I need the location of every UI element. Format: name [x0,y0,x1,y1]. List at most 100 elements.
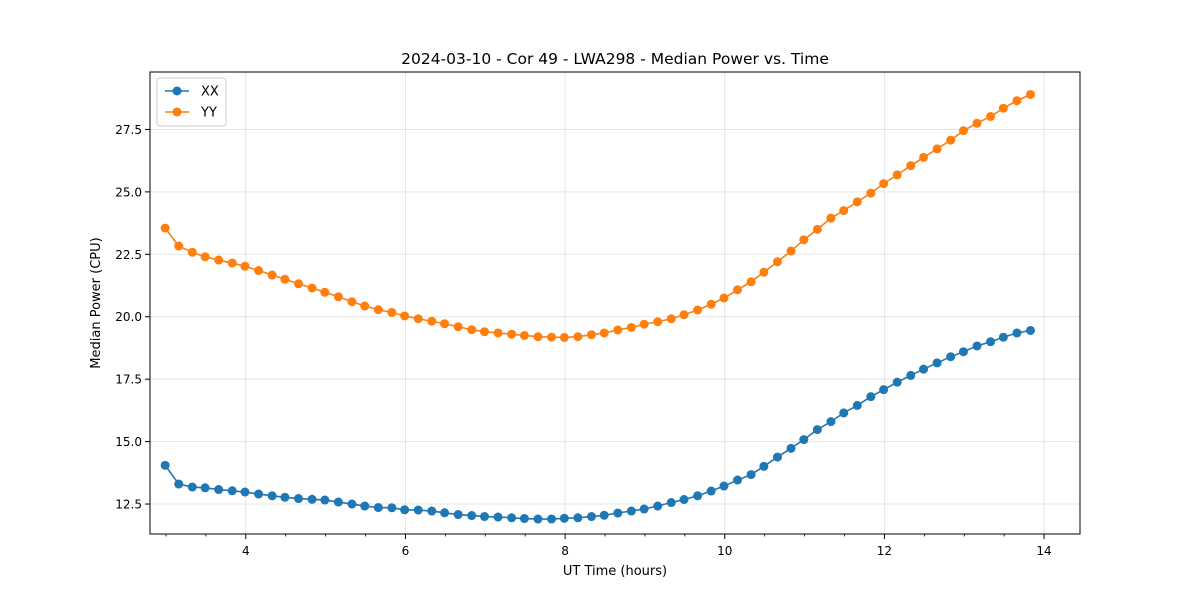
point-xx-25 [493,512,503,522]
point-xx-63 [998,332,1008,342]
point-yy-7 [254,266,264,276]
point-yy-38 [666,314,676,324]
x-tick-label-0: 4 [242,544,250,558]
point-yy-42 [719,293,729,303]
y-tick-label-4: 22.5 [115,248,142,262]
point-yy-55 [892,170,902,180]
point-xx-64 [1012,328,1022,338]
point-xx-56 [906,370,916,380]
point-xx-12 [320,495,330,505]
point-yy-52 [852,197,862,207]
point-yy-35 [626,322,636,332]
point-yy-34 [613,325,623,335]
point-yy-56 [906,161,916,171]
point-yy-12 [320,287,330,297]
point-xx-11 [307,494,317,504]
point-xx-54 [879,385,889,395]
point-yy-25 [493,328,503,338]
point-xx-46 [772,452,782,462]
x-tick-label-3: 10 [717,544,732,558]
point-yy-11 [307,283,317,293]
point-xx-23 [467,511,477,521]
point-xx-18 [400,505,410,515]
point-yy-23 [467,325,477,335]
y-tick-label-3: 20.0 [115,310,142,324]
point-xx-4 [214,485,224,495]
point-yy-51 [839,206,849,216]
point-xx-13 [333,497,343,507]
point-xx-57 [919,364,929,374]
point-yy-60 [958,126,968,136]
point-xx-1 [174,479,184,489]
point-xx-44 [746,470,756,480]
point-xx-24 [479,512,489,522]
point-yy-2 [187,247,197,257]
point-yy-50 [826,213,836,223]
plot-area-frame [149,71,1081,535]
point-yy-17 [387,307,397,317]
point-xx-53 [866,392,876,402]
point-xx-62 [986,337,996,347]
point-yy-54 [879,179,889,189]
point-yy-3 [200,252,210,262]
point-yy-33 [599,328,609,338]
point-xx-48 [799,435,809,445]
point-xx-28 [533,514,543,524]
point-yy-45 [759,267,769,277]
point-xx-29 [547,514,557,524]
point-yy-21 [440,319,450,329]
point-xx-50 [826,417,836,427]
point-yy-8 [267,270,277,280]
point-xx-3 [200,483,210,493]
point-yy-19 [413,314,423,324]
point-xx-21 [440,508,450,518]
point-yy-26 [507,329,517,339]
point-yy-40 [693,305,703,315]
point-xx-5 [227,486,237,496]
point-yy-29 [547,332,557,342]
legend: XX YY [156,77,227,127]
point-yy-6 [240,261,250,271]
point-yy-22 [453,322,463,332]
point-xx-52 [852,400,862,410]
point-xx-43 [733,475,743,485]
x-tick-label-5: 14 [1036,544,1051,558]
point-xx-9 [280,492,290,502]
series-layer [160,89,1036,524]
legend-label-yy: YY [200,106,217,121]
point-yy-64 [1012,96,1022,106]
point-yy-61 [972,118,982,128]
point-yy-46 [772,257,782,267]
point-yy-62 [986,111,996,121]
point-xx-58 [932,358,942,368]
point-xx-42 [719,481,729,491]
y-tick-label-2: 17.5 [115,373,142,387]
axis-ticks: 4 6 8 10 12 14 12.5 15.0 17.5 20.0 22.5 25.0 27.5 [115,123,1051,558]
point-xx-30 [559,513,569,523]
point-yy-0 [160,223,170,233]
point-xx-59 [946,352,956,362]
point-yy-41 [706,299,716,309]
point-yy-24 [479,327,489,337]
y-axis-label: Median Power (CPU) [89,237,104,368]
point-yy-53 [866,188,876,198]
point-yy-37 [653,317,663,327]
point-yy-30 [559,332,569,342]
point-xx-55 [892,377,902,387]
point-xx-60 [958,347,968,357]
point-yy-18 [400,311,410,321]
point-xx-45 [759,461,769,471]
x-axis-label: UT Time (hours) [563,564,667,579]
point-xx-47 [786,443,796,453]
point-yy-16 [373,305,383,315]
point-xx-34 [613,508,623,518]
x-tick-label-1: 6 [402,544,410,558]
point-yy-14 [347,297,357,307]
point-yy-65 [1026,89,1036,99]
point-yy-44 [746,277,756,287]
y-tick-label-1: 15.0 [115,435,142,449]
point-xx-39 [679,495,689,505]
y-tick-label-5: 25.0 [115,185,142,199]
point-yy-20 [427,316,437,326]
point-yy-48 [799,235,809,245]
